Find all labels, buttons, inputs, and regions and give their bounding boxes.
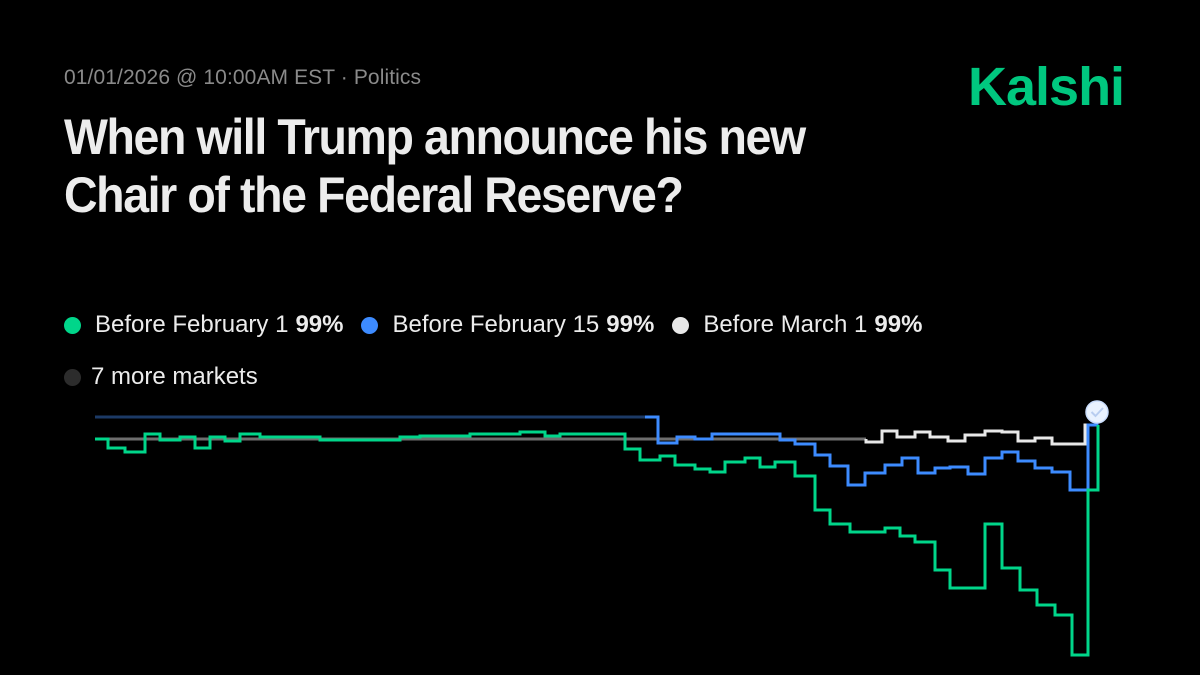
legend-label: Before March 1 [703,311,868,338]
event-timestamp: 01/01/2026 @ 10:00AM EST [64,66,335,89]
meta-separator: · [340,66,348,89]
legend-label: Before February 1 [95,311,289,338]
more-markets-label: 7 more markets [91,363,258,390]
legend-label: Before February 15 [392,311,600,338]
series-line [645,415,1099,492]
white-dot-icon [672,316,690,334]
event-category: Politics [353,66,422,89]
legend-value: 99% [606,311,655,338]
series-line [95,425,1100,657]
gray-dot-icon [64,368,81,386]
chart-legend: Before February 1 99% Before February 15… [64,310,1164,414]
legend-item-feb1[interactable]: Before February 1 99% [64,311,343,339]
event-meta: 01/01/2026 @ 10:00AM EST · Politics [64,66,421,90]
legend-value: 99% [874,311,923,338]
legend-item-mar1[interactable]: Before March 1 99% [672,311,922,339]
legend-more-markets[interactable]: 7 more markets [64,363,258,391]
green-dot-icon [64,316,81,334]
resolved-check-icon [1085,400,1109,424]
blue-dot-icon [361,316,379,334]
kalshi-logo: Kalshi [968,57,1125,117]
legend-item-feb15[interactable]: Before February 15 99% [361,311,654,339]
series-line [864,423,1097,446]
legend-value: 99% [295,311,344,338]
market-title: When will Trump announce his new Chair o… [64,109,806,223]
